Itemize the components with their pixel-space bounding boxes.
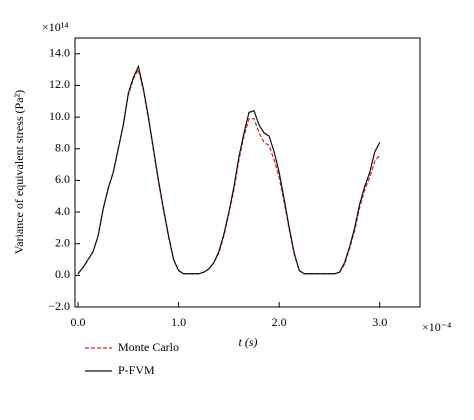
- x-tick-label: 1.0: [171, 315, 186, 329]
- y-tick-label: −2.0: [48, 299, 70, 313]
- legend-label: Monte Carlo: [118, 340, 179, 354]
- y-tick-label: 0.0: [55, 267, 70, 281]
- y-tick-label: 6.0: [55, 172, 70, 186]
- x-multiplier: ×10⁻⁴: [422, 320, 451, 334]
- y-axis-label: Variance of equivalent stress (Pa²): [12, 90, 26, 254]
- y-tick-label: 4.0: [55, 204, 70, 218]
- y-tick-label: 2.0: [55, 235, 70, 249]
- y-tick-label: 14.0: [49, 46, 70, 60]
- x-tick-label: 0.0: [71, 315, 86, 329]
- y-tick-label: 10.0: [49, 109, 70, 123]
- plot-frame: [74, 37, 421, 308]
- x-tick-label: 3.0: [372, 315, 387, 329]
- y-tick-label: 8.0: [55, 141, 70, 155]
- series-line: [77, 67, 381, 275]
- x-axis-label: t (s): [239, 335, 258, 349]
- y-tick-label: 12.0: [49, 77, 70, 91]
- series-line: [77, 64, 381, 275]
- y-multiplier: ×10¹⁴: [42, 20, 69, 34]
- legend-label: P-FVM: [118, 363, 155, 377]
- x-tick-label: 2.0: [272, 315, 287, 329]
